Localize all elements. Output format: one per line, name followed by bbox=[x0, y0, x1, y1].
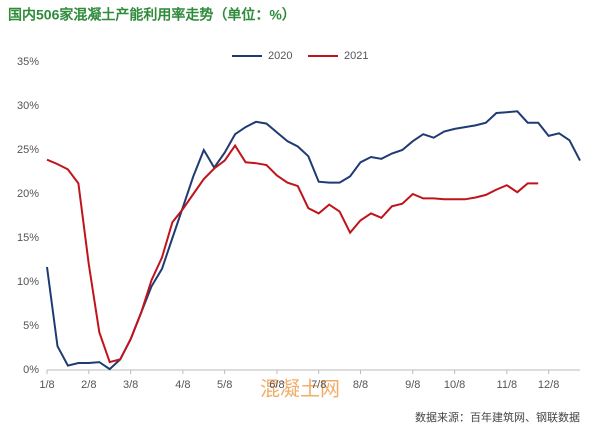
series-line bbox=[46, 143, 539, 364]
x-tick-label: 6/8 bbox=[269, 379, 284, 391]
x-tick-label: 9/8 bbox=[405, 379, 420, 391]
y-tick-label: 30% bbox=[17, 100, 39, 112]
y-tick-label: 20% bbox=[17, 188, 39, 200]
y-tick-label: 10% bbox=[17, 276, 39, 288]
x-tick-label: 10/8 bbox=[444, 379, 465, 391]
y-tick-label: 35% bbox=[17, 56, 39, 68]
y-tick-label: 15% bbox=[17, 232, 39, 244]
x-tick-label: 4/8 bbox=[175, 379, 190, 391]
series-line bbox=[46, 110, 581, 371]
x-tick-label: 1/8 bbox=[39, 379, 54, 391]
source-note: 数据来源：百年建筑网、钢联数据 bbox=[415, 410, 580, 424]
x-tick-label: 8/8 bbox=[353, 379, 368, 391]
x-tick-label: 3/8 bbox=[123, 379, 138, 391]
x-tick-label: 12/8 bbox=[538, 379, 559, 391]
watermark: 混凝土网 bbox=[260, 377, 340, 400]
x-tick-label: 5/8 bbox=[217, 379, 232, 391]
x-tick-label: 11/8 bbox=[497, 379, 518, 391]
y-tick-label: 25% bbox=[17, 144, 39, 156]
y-tick-label: 0% bbox=[23, 364, 39, 376]
chart-title: 国内506家混凝土产能利用率走势（单位：%） bbox=[8, 7, 296, 23]
x-tick-label: 7/8 bbox=[311, 379, 326, 391]
x-tick-label: 2/8 bbox=[81, 379, 96, 391]
legend-label: 2020 bbox=[268, 50, 292, 62]
y-tick-label: 5% bbox=[23, 320, 39, 332]
legend-label: 2021 bbox=[344, 50, 368, 62]
